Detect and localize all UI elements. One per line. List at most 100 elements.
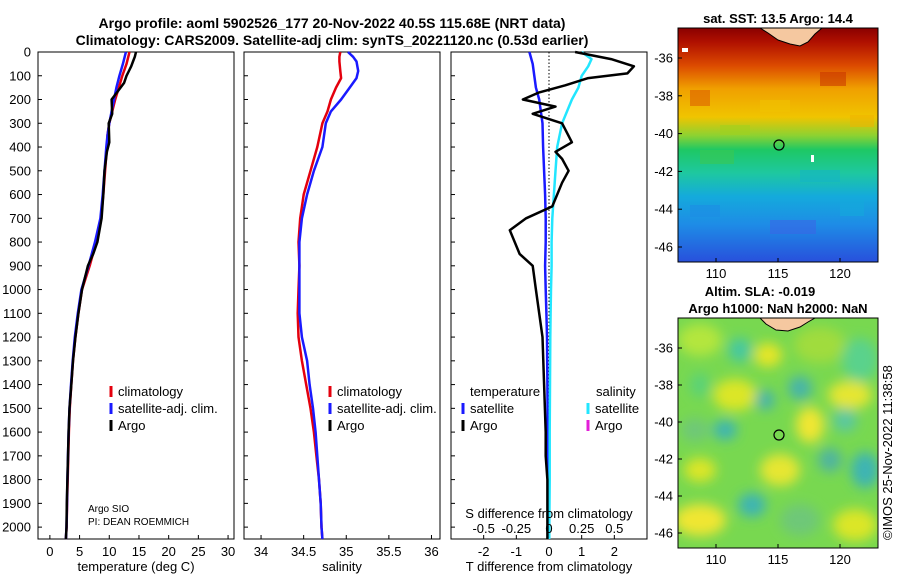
map-lon-label: 110: [706, 266, 727, 281]
difference-x-label: T difference from climatology: [466, 559, 633, 574]
missing-data-pixel: [811, 155, 814, 162]
salinity-tick-label: 34: [254, 544, 268, 559]
temperature-climatology-line: [64, 51, 131, 540]
salinity-series: [296, 51, 360, 540]
difference-tick-label: 2: [611, 544, 618, 559]
sla-map: Altim. SLA: -0.019 Argo h1000: NaN h2000…: [654, 284, 879, 567]
difference-tick-label: 1: [578, 544, 585, 559]
map-lon-label: 110: [706, 552, 727, 567]
sst-map: sat. SST: 13.5 Argo: 14.4 -36 -38 -40 -42 -4…: [654, 11, 879, 282]
depth-tick-label: 2000: [2, 520, 31, 535]
map-lat-label: -42: [654, 164, 673, 179]
map-lon-label: 120: [829, 266, 851, 281]
salinity-tick-label: 35: [339, 544, 353, 559]
argo-institution: Argo SIO: [88, 504, 129, 515]
salinity-difference-tick-label: 0.5: [605, 521, 623, 536]
depth-tick-label: 900: [9, 258, 31, 273]
depth-tick-label: 1800: [2, 472, 31, 487]
difference-tick-label: 0: [545, 544, 552, 559]
depth-tick-label: 700: [9, 211, 31, 226]
argo-pi: PI: DEAN ROEMMICH: [88, 517, 189, 528]
depth-tick-label: 1000: [2, 282, 31, 297]
map-lat-label: -40: [654, 415, 673, 430]
difference-satellite-s-diff-line: [548, 50, 593, 539]
map-lat-label: -46: [654, 526, 673, 541]
sla-anomaly-blobs: [678, 324, 878, 541]
depth-tick-label: 600: [9, 187, 31, 202]
temperature-argo-line: [64, 51, 138, 540]
map-lon-label: 120: [829, 552, 851, 567]
sla-land: [759, 318, 817, 332]
temperature-legend: climatology satellite-adj. clim. Argo: [109, 384, 218, 433]
map-lat-label: -46: [654, 240, 673, 255]
temperature-satellite-adj-clim--line: [64, 51, 128, 540]
map-lat-label: -40: [654, 126, 673, 141]
temperature-x-ticks: 0 5 10 15 20 25 30: [46, 535, 235, 559]
argo-float-marker: [773, 139, 785, 151]
depth-tick-label: 0: [24, 45, 31, 60]
salinity-difference-ticks: -0.5 -0.25 0 0.25 0.5: [472, 521, 623, 536]
salinity-difference-tick-label: -0.25: [502, 521, 532, 536]
difference-panel: -2 -1 0 1 2 temperature satellite Argo salin…: [450, 50, 648, 574]
temperature-tick-label: 10: [102, 544, 116, 559]
depth-tick-label: 1900: [2, 496, 31, 511]
temperature-tick-label: 5: [76, 544, 83, 559]
depth-tick-label: 1300: [2, 353, 31, 368]
title-line-1: Argo profile: aoml 5902526_177 20-Nov-20…: [99, 15, 566, 31]
legend-argo-label: Argo: [337, 418, 364, 433]
temperature-tick-label: 30: [221, 544, 235, 559]
salinity-legend: climatology satellite-adj. clim. Argo: [328, 384, 437, 433]
legend-sal-argo-label: Argo: [595, 418, 622, 433]
depth-tick-label: 200: [9, 92, 31, 107]
salinity-tick-label: 36: [424, 544, 438, 559]
temperature-tick-label: 15: [132, 544, 146, 559]
depth-tick-label: 800: [9, 235, 31, 250]
salinity-axes-frame: [243, 51, 441, 540]
legend-climatology-label: climatology: [118, 384, 184, 399]
map-lon-label: 115: [768, 266, 789, 281]
legend-temperature-header: temperature: [470, 384, 540, 399]
sla-field: [678, 318, 878, 548]
legend-temp-satellite-label: satellite: [470, 401, 514, 416]
difference-argo-t-diff-line: [508, 50, 636, 539]
sst-map-title: sat. SST: 13.5 Argo: 14.4: [703, 11, 854, 26]
depth-tick-label: 1100: [3, 306, 31, 321]
salinity-x-label: salinity: [322, 559, 362, 574]
depth-tick-label: 300: [9, 116, 31, 131]
salinity-tick-label: 35.5: [376, 544, 401, 559]
map-lat-label: -44: [654, 202, 673, 217]
temperature-tick-label: 25: [191, 544, 205, 559]
sst-map-ticks: -36 -38 -40 -42 -44 -46 110 115 120: [654, 51, 851, 282]
salinity-tick-label: 34.5: [291, 544, 316, 559]
map-lat-label: -36: [654, 51, 673, 66]
depth-tick-label: 100: [9, 68, 31, 83]
sst-field: [678, 28, 878, 262]
depth-tick-label: 1600: [2, 425, 31, 440]
depth-tick-labels: 0 100 200 300 400 500 600 700 800 900 1000 1100 1200…: [2, 45, 455, 535]
depth-tick-label: 1200: [2, 330, 31, 345]
depth-tick-label: 1400: [2, 377, 31, 392]
salinity-climatology-line: [296, 51, 343, 540]
legend-sal-satellite-label: satellite: [595, 401, 639, 416]
salinity-difference-tick-label: 0: [545, 521, 552, 536]
difference-tick-label: -1: [511, 544, 523, 559]
legend-argo-label: Argo: [118, 418, 145, 433]
legend-salinity-header: salinity: [596, 384, 636, 399]
title-line-2: Climatology: CARS2009. Satellite-adj cli…: [76, 32, 589, 48]
salinity-panel: 34 34.5 35 35.5 36 climatology satellite-adj…: [243, 51, 441, 574]
map-lat-label: -36: [654, 341, 673, 356]
salinity-difference-label: S difference from climatology: [465, 506, 633, 521]
temperature-tick-label: 0: [46, 544, 53, 559]
map-lat-label: -38: [654, 378, 673, 393]
sla-map-title-2: Argo h1000: NaN h2000: NaN: [688, 301, 867, 316]
sla-map-title-1: Altim. SLA: -0.019: [705, 284, 816, 299]
map-lat-label: -44: [654, 489, 673, 504]
salinity-difference-tick-label: -0.5: [472, 521, 494, 536]
legend-temp-argo-label: Argo: [470, 418, 497, 433]
difference-legend: temperature satellite Argo salinity sate…: [461, 384, 639, 433]
salinity-x-ticks: 34 34.5 35 35.5 36: [254, 535, 439, 559]
sst-pixel-noise: [690, 72, 874, 234]
map-lat-label: -42: [654, 452, 673, 467]
legend-climatology-label: climatology: [337, 384, 403, 399]
